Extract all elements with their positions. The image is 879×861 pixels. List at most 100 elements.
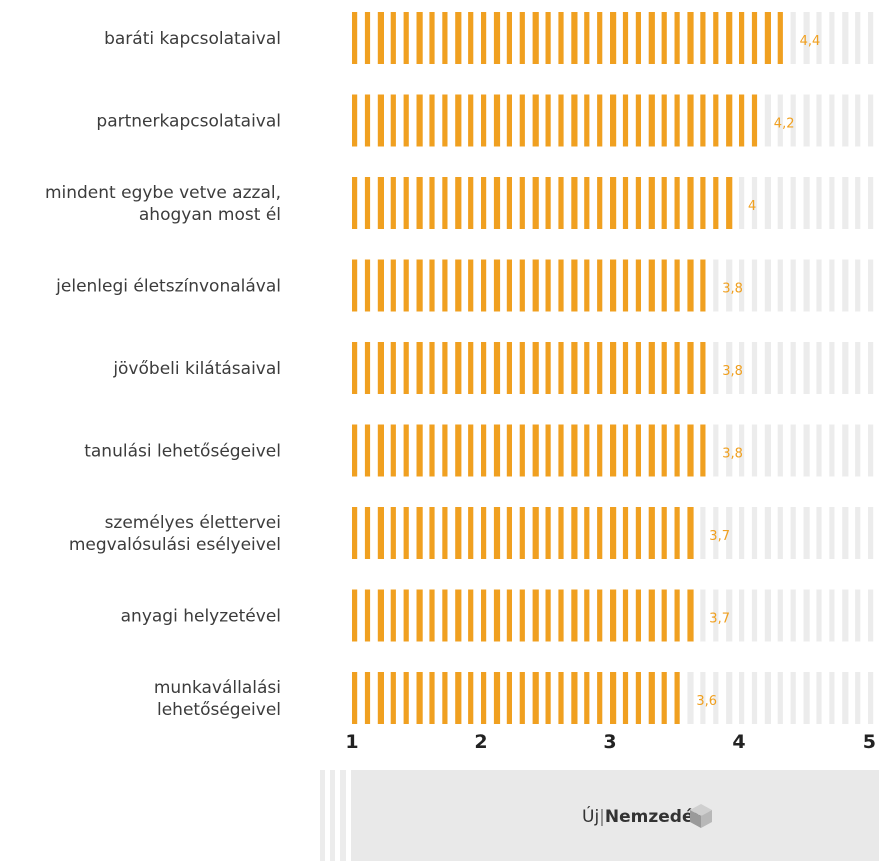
bar-segment [687,589,694,642]
value-label: 3,8 [722,364,743,379]
x-tick-label: 4 [732,731,745,753]
bar-segment [364,342,371,394]
bar-track-segment [868,94,874,147]
bar-track-segment [751,342,758,394]
logo-wordmark: Új|Nemzedék [582,805,706,827]
bar-track-segment [751,259,758,312]
bar-segment [726,12,733,64]
bar-segment [403,342,409,394]
bar-track-segment [816,342,822,394]
bar-segment [390,424,396,477]
bar-segment [584,589,590,642]
bar-segment [648,589,655,642]
bar-segment [545,589,551,642]
bar-segment [532,672,539,724]
bar-segment [700,177,706,229]
bar-track-segment [803,589,810,642]
bar-track-segment [868,259,874,312]
bar-segment [429,424,435,477]
bar-segment [584,94,590,147]
bar-segment [558,177,564,229]
bar-segment [519,342,525,394]
bar-track-segment [726,672,733,724]
bar-track-segment [713,589,719,642]
bar-track-segment [868,177,874,229]
bar-segment [558,342,564,394]
bar-segment [661,507,667,559]
bar-segment [532,177,539,229]
category-label: jövőbeli kilátásaival [112,359,281,379]
bar-segment [442,589,448,642]
bar-segment [700,12,706,64]
bar-track-segment [868,342,874,394]
bar-segment [558,672,564,724]
bar-segment [571,342,578,394]
bar-segment [481,177,487,229]
bar-track-segment [855,507,861,559]
bar-segment [674,94,680,147]
bar-track-segment [803,94,810,147]
bar-track-segment [855,589,861,642]
bar-track-segment [816,507,822,559]
bar-segment [442,507,448,559]
bar-segment [403,507,409,559]
bar-track-segment [790,589,796,642]
bar-track-segment [829,589,835,642]
bar-track-segment [764,342,771,394]
bar-segment [364,424,371,477]
bar-segment [390,177,396,229]
bar-segment [416,424,423,477]
bar-track-segment [726,589,733,642]
bar-track-segment [868,12,874,64]
bar-segment [674,177,680,229]
bar-segment [674,672,680,724]
bar-track-segment [855,12,861,64]
bar-segment [390,259,396,312]
bar-segment [519,424,525,477]
bar-track-segment [790,177,796,229]
logo-separator: | [599,807,605,827]
bar-segment [468,94,474,147]
bar-segment [519,94,525,147]
bar-segment [713,12,719,64]
bar-segment [455,507,462,559]
bar-segment [635,259,641,312]
logo-prefix: Új [582,805,599,827]
bar-track-segment [790,424,796,477]
bar-segment [648,259,655,312]
bar-track-segment [777,424,783,477]
bar-track-segment [803,177,810,229]
bar-segment [635,672,641,724]
category-label: jelenlegi életszínvonalával [55,277,281,297]
bar-segment [532,94,539,147]
bar-segment [687,177,694,229]
bar-track-segment [751,507,758,559]
bar-segment [481,589,487,642]
bar-track-segment [868,424,874,477]
bar-segment [687,507,694,559]
bar-segment [635,507,641,559]
bar-segment [481,94,487,147]
bar-segment [610,342,617,394]
bar-track-segment [777,342,783,394]
bar-track-segment [713,424,719,477]
value-label: 3,6 [696,694,717,709]
bar-track-segment [803,672,810,724]
bars [352,12,783,724]
bar-segment [506,507,512,559]
bar-segment [610,424,617,477]
bar-segment [622,672,629,724]
bar-track-segment [739,507,745,559]
bar-segment [545,94,551,147]
bar-segment [687,94,694,147]
bar-segment [429,177,435,229]
bar-segment [571,589,578,642]
bar-segment [506,12,512,64]
x-tick-label: 2 [474,731,487,753]
category-label: partnerkapcsolataival [96,112,281,132]
bar-segment [622,342,629,394]
bar-segment [455,342,462,394]
bar-track-segment [764,589,771,642]
bar-segment [352,342,358,394]
bar-track-segment [829,424,835,477]
